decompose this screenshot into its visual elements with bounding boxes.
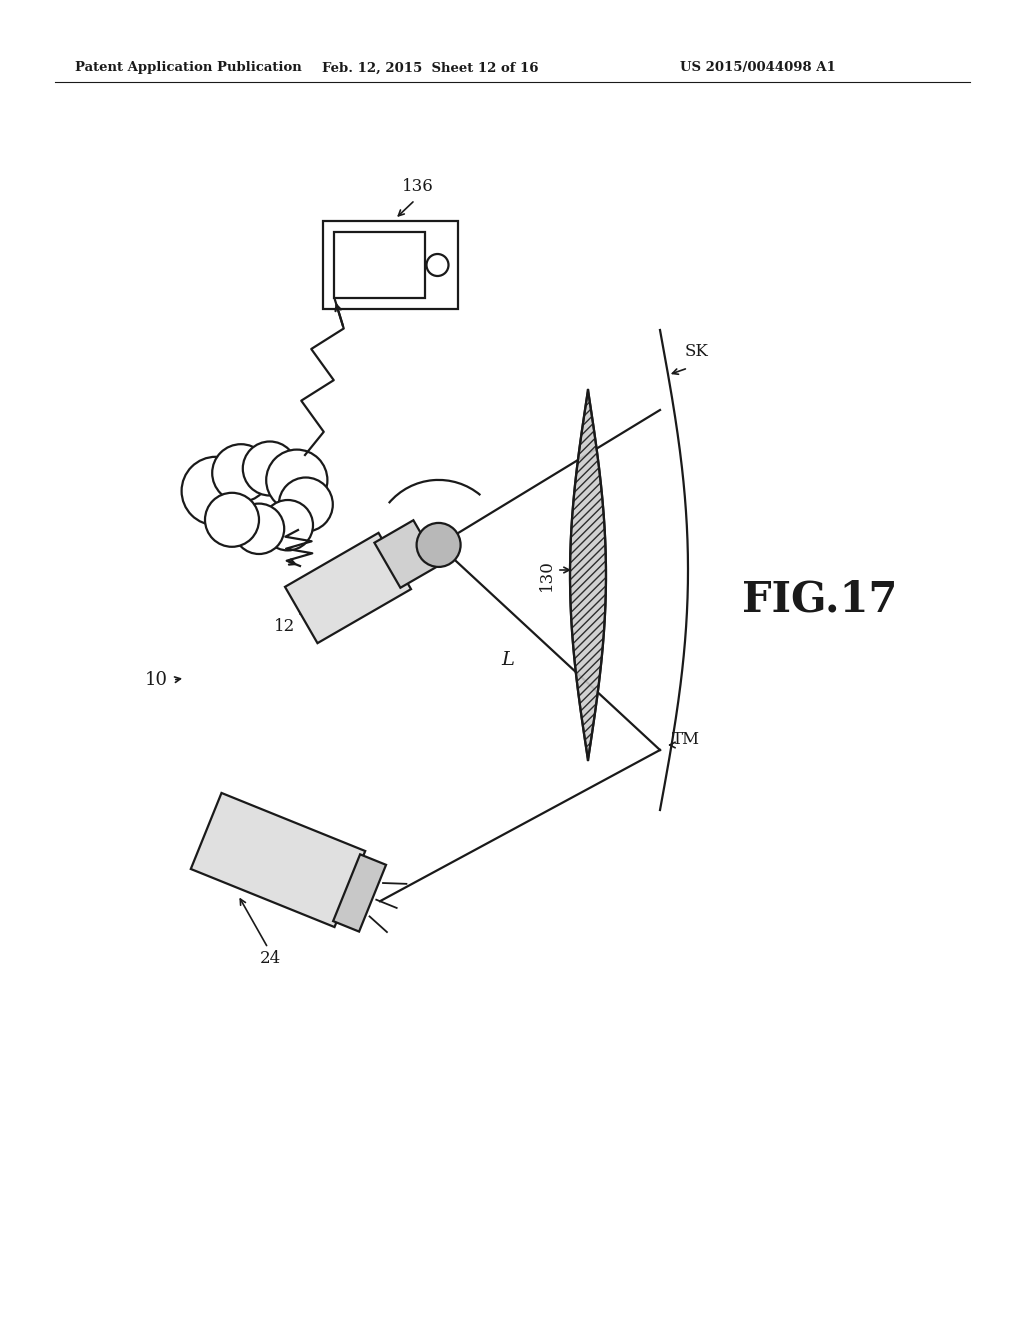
- Text: 136: 136: [402, 178, 434, 195]
- Circle shape: [243, 441, 297, 495]
- Circle shape: [205, 492, 259, 546]
- Text: 10: 10: [145, 671, 168, 689]
- Text: 24: 24: [259, 950, 281, 968]
- Circle shape: [212, 445, 269, 502]
- Bar: [323, 220, 458, 309]
- Circle shape: [266, 450, 328, 511]
- Circle shape: [262, 500, 313, 550]
- Polygon shape: [190, 793, 366, 927]
- Text: SK: SK: [685, 343, 709, 360]
- Text: 12: 12: [273, 618, 295, 635]
- Text: 130: 130: [538, 560, 555, 591]
- Bar: [334, 232, 425, 298]
- Text: Feb. 12, 2015  Sheet 12 of 16: Feb. 12, 2015 Sheet 12 of 16: [322, 62, 539, 74]
- Circle shape: [233, 504, 285, 554]
- Circle shape: [417, 523, 461, 566]
- Text: TM: TM: [672, 731, 700, 748]
- Circle shape: [181, 457, 250, 525]
- Circle shape: [279, 478, 333, 532]
- Polygon shape: [375, 520, 439, 587]
- Text: L: L: [502, 651, 514, 669]
- Polygon shape: [570, 389, 606, 760]
- Polygon shape: [333, 854, 386, 932]
- Text: Patent Application Publication: Patent Application Publication: [75, 62, 302, 74]
- Polygon shape: [285, 533, 411, 643]
- Text: FIG.17: FIG.17: [742, 579, 898, 620]
- Text: US 2015/0044098 A1: US 2015/0044098 A1: [680, 62, 836, 74]
